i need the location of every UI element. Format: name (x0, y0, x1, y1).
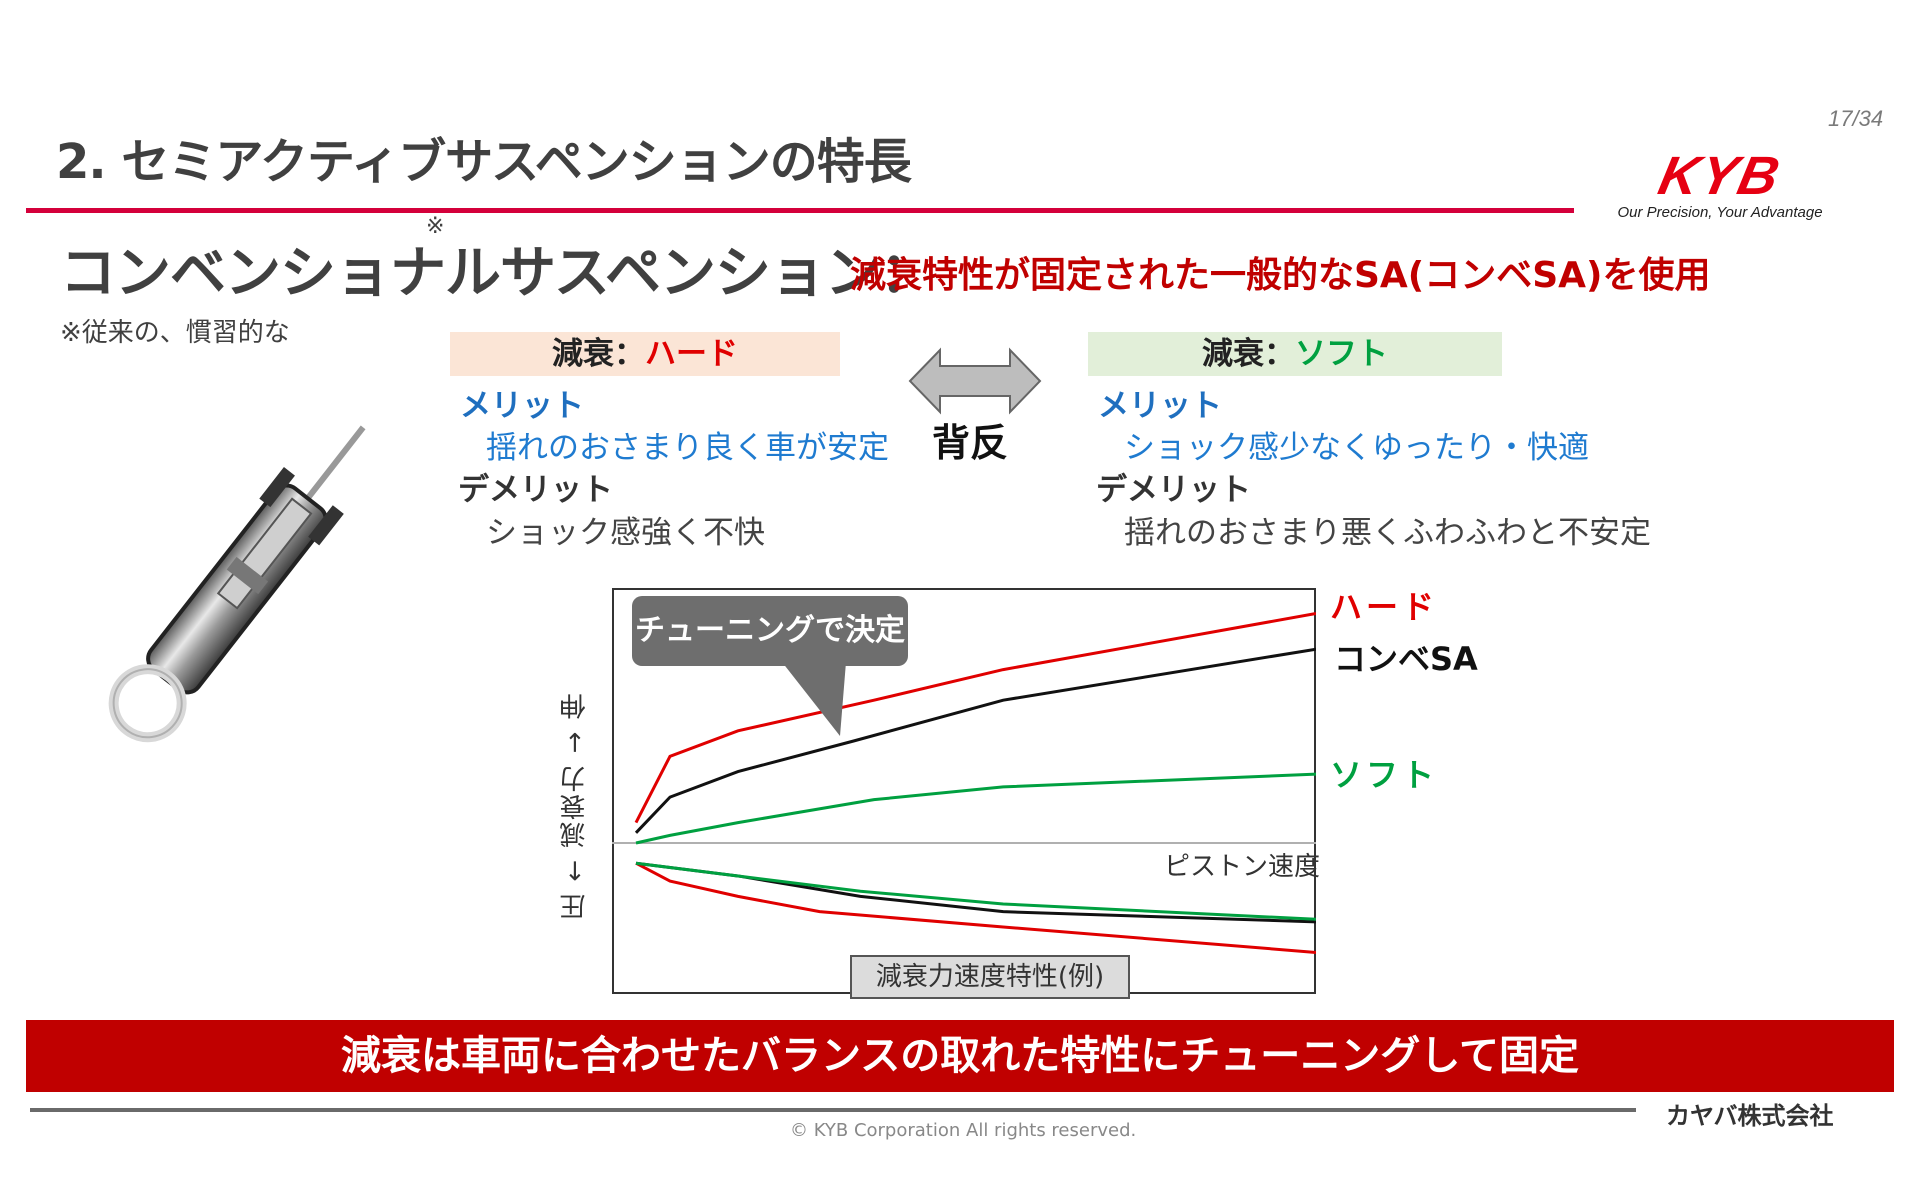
series-line-extension (634, 612, 1316, 824)
legend-conventional-sa: コンベSA (1334, 640, 1478, 678)
y-axis-label: 圧 ← 減衰力 → 伸 (560, 691, 590, 921)
footer-divider (30, 1108, 1636, 1112)
footnote-mark: ※ (426, 214, 444, 239)
legend-hard: ハード (1330, 588, 1439, 626)
footnote: ※従来の、慣習的な (60, 318, 290, 348)
chart-caption: 減衰力速度特性(例) (850, 955, 1130, 999)
hard-damping-column: 減衰：ハード メリット 揺れのおさまり良く車が安定 デメリット ショック感強く不… (450, 332, 889, 556)
conclusion-banner: 減衰は車両に合わせたバランスの取れた特性にチューニングして固定 (26, 1020, 1894, 1092)
series-line-compression (635, 861, 1316, 921)
title-divider (26, 208, 1574, 213)
kyb-logo: KYB Our Precision, Your Advantage (1610, 146, 1830, 221)
callout-pointer-icon (782, 662, 846, 736)
legend-soft: ソフト (1330, 756, 1439, 794)
copyright-notice: © KYB Corporation All rights reserved. (790, 1120, 1137, 1141)
x-axis-label: ピストン速度 (1164, 852, 1321, 882)
series-line-compression (635, 861, 1316, 954)
hard-demerit-text: ショック感強く不快 (486, 515, 765, 551)
soft-demerit-text: 揺れのおさまり悪くふわふわと不安定 (1124, 515, 1651, 551)
section-heading: ※ コンベンショナルサスペンション： (60, 214, 936, 309)
callout-bubble: チューニングで決定 (632, 596, 908, 736)
double-arrow-icon (908, 346, 1042, 420)
hard-demerit-heading: デメリット (458, 472, 613, 508)
hard-merit-text: 揺れのおさまり良く車が安定 (486, 430, 889, 466)
hard-header: 減衰：ハード (450, 332, 840, 376)
callout-text: チューニングで決定 (635, 613, 905, 648)
tradeoff-label: 背反 (932, 421, 1009, 465)
series-line-extension (634, 647, 1316, 834)
hard-header-value: ハード (645, 336, 738, 372)
page-title: 2. セミアクティブサスペンションの特長 (56, 134, 912, 190)
page-number: 17/34 (1828, 106, 1884, 131)
section-heading-term: コンベンショナルサスペンション： (60, 241, 936, 306)
soft-merit-text: ショック感少なくゆったり・快適 (1124, 430, 1589, 466)
shock-absorber-image (90, 395, 390, 775)
soft-header-prefix: 減衰： (1202, 336, 1295, 372)
logo-wordmark: KYB (1653, 146, 1787, 206)
series-line-extension (635, 772, 1316, 845)
hard-header-prefix: 減衰： (552, 336, 645, 372)
company-name: カヤバ株式会社 (1666, 1102, 1834, 1130)
hard-merit-heading: メリット (460, 388, 584, 424)
soft-demerit-heading: デメリット (1096, 472, 1251, 508)
soft-merit-heading: メリット (1098, 388, 1222, 424)
soft-damping-column: 減衰：ソフト メリット ショック感少なくゆったり・快適 デメリット 揺れのおさま… (1088, 332, 1651, 556)
soft-header-value: ソフト (1295, 336, 1388, 372)
chart-plot-area (612, 612, 1316, 954)
soft-header: 減衰：ソフト (1088, 332, 1502, 376)
logo-tagline: Our Precision, Your Advantage (1617, 204, 1823, 221)
section-description: 減衰特性が固定された一般的なSA(コンベSA)を使用 (850, 255, 1711, 296)
